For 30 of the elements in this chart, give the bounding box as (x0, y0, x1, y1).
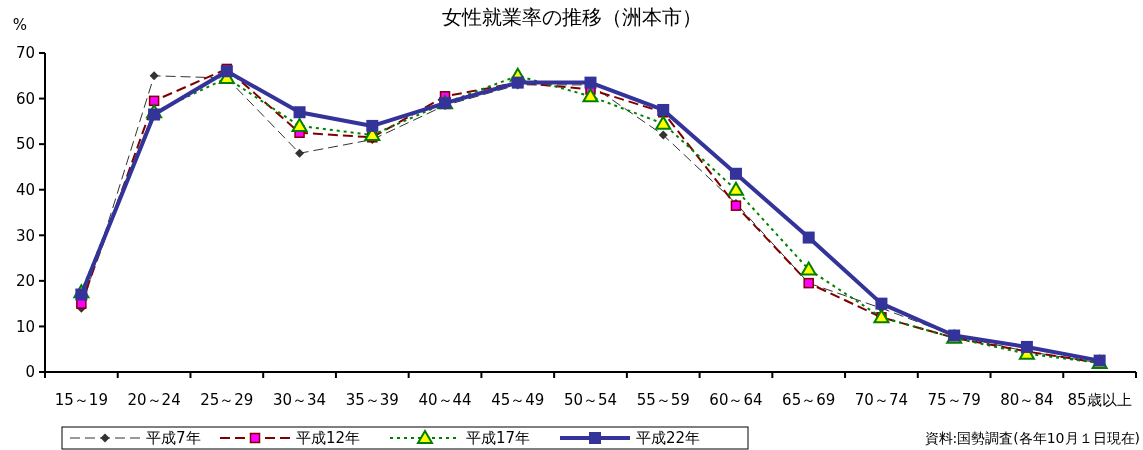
legend-label: 平成12年 (296, 429, 361, 448)
y-tick-label: 0 (25, 363, 35, 382)
y-axis-title: % (12, 16, 28, 34)
y-tick-label: 10 (15, 317, 35, 336)
y-tick-label: 20 (15, 272, 35, 291)
y-tick-label: 60 (15, 89, 35, 108)
x-tick-label: 60～64 (709, 391, 763, 409)
x-tick-label: 65～69 (782, 391, 836, 409)
y-tick-label: 70 (15, 44, 35, 63)
y-tick-label: 30 (15, 226, 35, 245)
legend-label: 平成7年 (146, 429, 201, 448)
x-tick-label: 70～74 (854, 391, 909, 409)
x-tick-label: 55～59 (636, 391, 690, 409)
legend-label: 平成22年 (636, 429, 701, 448)
x-tick-label: 45～49 (491, 391, 545, 409)
x-tick-label: 75～79 (927, 391, 981, 409)
x-tick-label: 50～54 (563, 391, 618, 409)
chart-title: 女性就業率の推移（洲本市） (441, 5, 702, 29)
text: 資料:国勢調査(各年10月１日現在) (924, 430, 1140, 446)
y-tick-label: 50 (15, 135, 35, 154)
x-tick-label: 15～19 (54, 391, 108, 409)
y-tick-label: 40 (15, 180, 35, 199)
legend-label: 平成17年 (466, 429, 531, 448)
x-tick-label: 80～84 (1000, 391, 1054, 409)
x-tick-label: 30～34 (272, 391, 327, 409)
x-tick-label: 20～24 (127, 391, 181, 409)
x-tick-label: 40～44 (418, 391, 472, 409)
x-tick-label: 25～29 (200, 391, 254, 409)
x-tick-label: 35～39 (345, 391, 399, 409)
x-tick-label: 85歳以上 (1067, 391, 1132, 409)
